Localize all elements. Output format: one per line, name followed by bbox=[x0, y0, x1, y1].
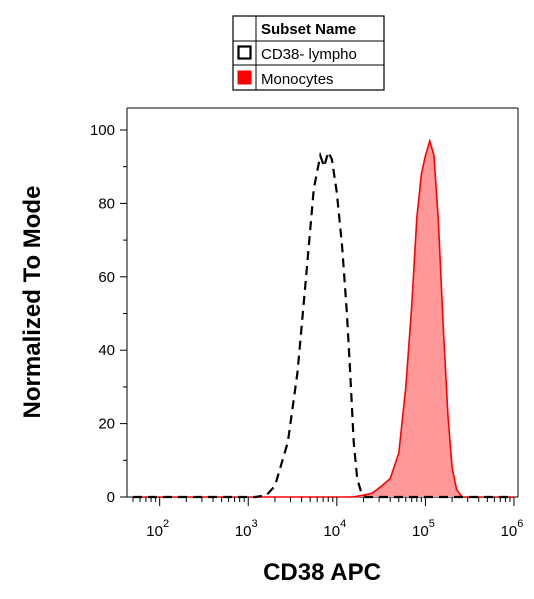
y-tick-label-60: 60 bbox=[98, 269, 115, 286]
y-axis-ticks: 0 20 40 60 80 100 bbox=[90, 122, 127, 506]
legend-swatch-red-square bbox=[237, 70, 252, 85]
legend-swatch-open-square bbox=[237, 45, 252, 60]
y-tick-label-0: 0 bbox=[107, 489, 115, 506]
series-line-cd38-lympho bbox=[133, 148, 514, 499]
legend-box bbox=[232, 15, 385, 91]
x-tick-label-1000: 103 bbox=[235, 518, 258, 540]
y-tick-label-40: 40 bbox=[98, 342, 115, 359]
y-axis-title: Normalized To Mode bbox=[19, 186, 46, 419]
y-tick-label-20: 20 bbox=[98, 416, 115, 433]
x-tick-label-1000000: 106 bbox=[501, 518, 524, 540]
x-tick-label-100000: 105 bbox=[412, 518, 435, 540]
series-line-monocytes bbox=[133, 138, 514, 498]
x-tick-label-100: 102 bbox=[146, 518, 169, 540]
legend: Subset Name CD38- lympho Monocytes bbox=[232, 15, 385, 91]
y-tick-label-80: 80 bbox=[98, 195, 115, 212]
legend-header: Subset Name bbox=[261, 21, 356, 38]
series-area-monocytes bbox=[133, 141, 514, 497]
y-tick-label-100: 100 bbox=[90, 122, 115, 139]
legend-label-monocytes: Monocytes bbox=[261, 71, 334, 88]
x-axis-title: CD38 APC bbox=[263, 559, 381, 586]
legend-label-cd38-lympho: CD38- lympho bbox=[261, 46, 357, 63]
series-layer bbox=[133, 138, 514, 499]
x-tick-label-10000: 104 bbox=[323, 518, 346, 540]
x-axis-ticks: 102 103 104 105 106 bbox=[132, 497, 524, 540]
plot-frame bbox=[126, 107, 519, 498]
